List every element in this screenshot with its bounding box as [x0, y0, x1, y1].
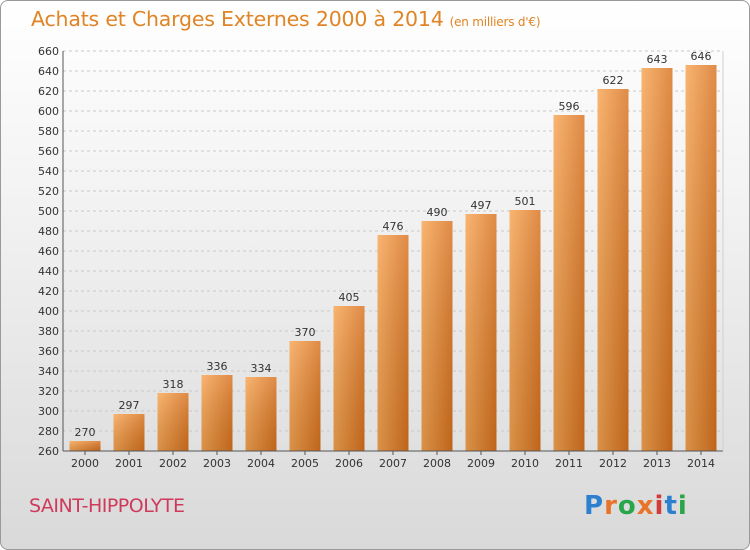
bar-shade	[245, 377, 277, 451]
data-label: 490	[427, 206, 448, 219]
bar-shade	[157, 393, 189, 451]
data-label: 497	[471, 199, 492, 212]
y-tick-label: 400	[38, 305, 59, 318]
bar-shade	[69, 441, 101, 451]
x-tick-label: 2013	[643, 457, 671, 470]
logo-letter: r	[604, 491, 618, 521]
logo-letter: o	[617, 491, 637, 521]
y-tick-label: 540	[38, 165, 59, 178]
y-tick-label: 460	[38, 245, 59, 258]
bar-shade	[553, 115, 585, 451]
y-tick-label: 520	[38, 185, 59, 198]
bar-shade	[377, 235, 409, 451]
axes: 260 280 300 320 340 360 380 400 420 440 460 480 500 5…	[38, 45, 724, 470]
bar-shade	[421, 221, 453, 451]
y-tick-label: 480	[38, 225, 59, 238]
data-label: 405	[339, 291, 360, 304]
data-label: 622	[603, 74, 624, 87]
bar-shade	[597, 89, 629, 451]
y-tick-label: 620	[38, 85, 59, 98]
logo-letter: t	[664, 491, 678, 521]
x-tick-label: 2000	[71, 457, 99, 470]
data-label: 646	[691, 50, 712, 63]
x-tick-label: 2005	[291, 457, 319, 470]
bars: 270 297 318 336 334 370 405 476 490 497 501 596 622 6…	[69, 50, 717, 451]
data-label: 297	[119, 399, 140, 412]
logo-letter: i	[654, 491, 665, 521]
proxiti-logo[interactable]: Proxiti	[584, 491, 688, 521]
data-label: 334	[251, 362, 272, 375]
y-tick-label: 380	[38, 325, 59, 338]
x-tick-label: 2001	[115, 457, 143, 470]
y-tick-label: 440	[38, 265, 59, 278]
y-tick-label: 560	[38, 145, 59, 158]
bar-shade	[201, 375, 233, 451]
y-tick-label: 300	[38, 405, 59, 418]
data-label: 596	[559, 100, 580, 113]
y-tick-label: 500	[38, 205, 59, 218]
bar-shade	[509, 210, 541, 451]
x-tick-label: 2006	[335, 457, 363, 470]
chart-title-text: Achats et Charges Externes 2000 à 2014	[31, 7, 444, 31]
data-label: 270	[75, 426, 96, 439]
x-tick-label: 2003	[203, 457, 231, 470]
y-tick-label: 360	[38, 345, 59, 358]
bar-shade	[685, 65, 717, 451]
logo-letter: x	[636, 491, 655, 521]
bar-shade	[289, 341, 321, 451]
x-tick-label: 2009	[467, 457, 495, 470]
chart-unit: (en milliers d'€)	[449, 15, 541, 29]
commune-name: SAINT-HIPPOLYTE	[29, 495, 185, 517]
y-tick-label: 640	[38, 65, 59, 78]
bar-shade	[113, 414, 145, 451]
y-tick-label: 580	[38, 125, 59, 138]
logo-letter: i	[677, 491, 688, 521]
x-tick-label: 2007	[379, 457, 407, 470]
x-tick-label: 2011	[555, 457, 583, 470]
y-tick-label: 280	[38, 425, 59, 438]
y-tick-label: 600	[38, 105, 59, 118]
bar-shade	[641, 68, 673, 451]
x-tick-label: 2002	[159, 457, 187, 470]
x-tick-label: 2004	[247, 457, 275, 470]
chart-title: Achats et Charges Externes 2000 à 2014 (e…	[31, 7, 541, 31]
bar-shade	[465, 214, 497, 451]
bar-shade	[333, 306, 365, 451]
data-label: 336	[207, 360, 228, 373]
data-label: 318	[163, 378, 184, 391]
data-label: 501	[515, 195, 536, 208]
logo-letter: P	[584, 491, 605, 521]
y-tick-label: 660	[38, 45, 59, 58]
x-tick-label: 2014	[687, 457, 715, 470]
data-label: 476	[383, 220, 404, 233]
y-tick-label: 340	[38, 365, 59, 378]
data-label: 370	[295, 326, 316, 339]
y-tick-label: 420	[38, 285, 59, 298]
x-tick-label: 2010	[511, 457, 539, 470]
y-tick-label: 260	[38, 445, 59, 458]
y-tick-label: 320	[38, 385, 59, 398]
x-tick-label: 2012	[599, 457, 627, 470]
data-label: 643	[647, 53, 668, 66]
x-tick-label: 2008	[423, 457, 451, 470]
